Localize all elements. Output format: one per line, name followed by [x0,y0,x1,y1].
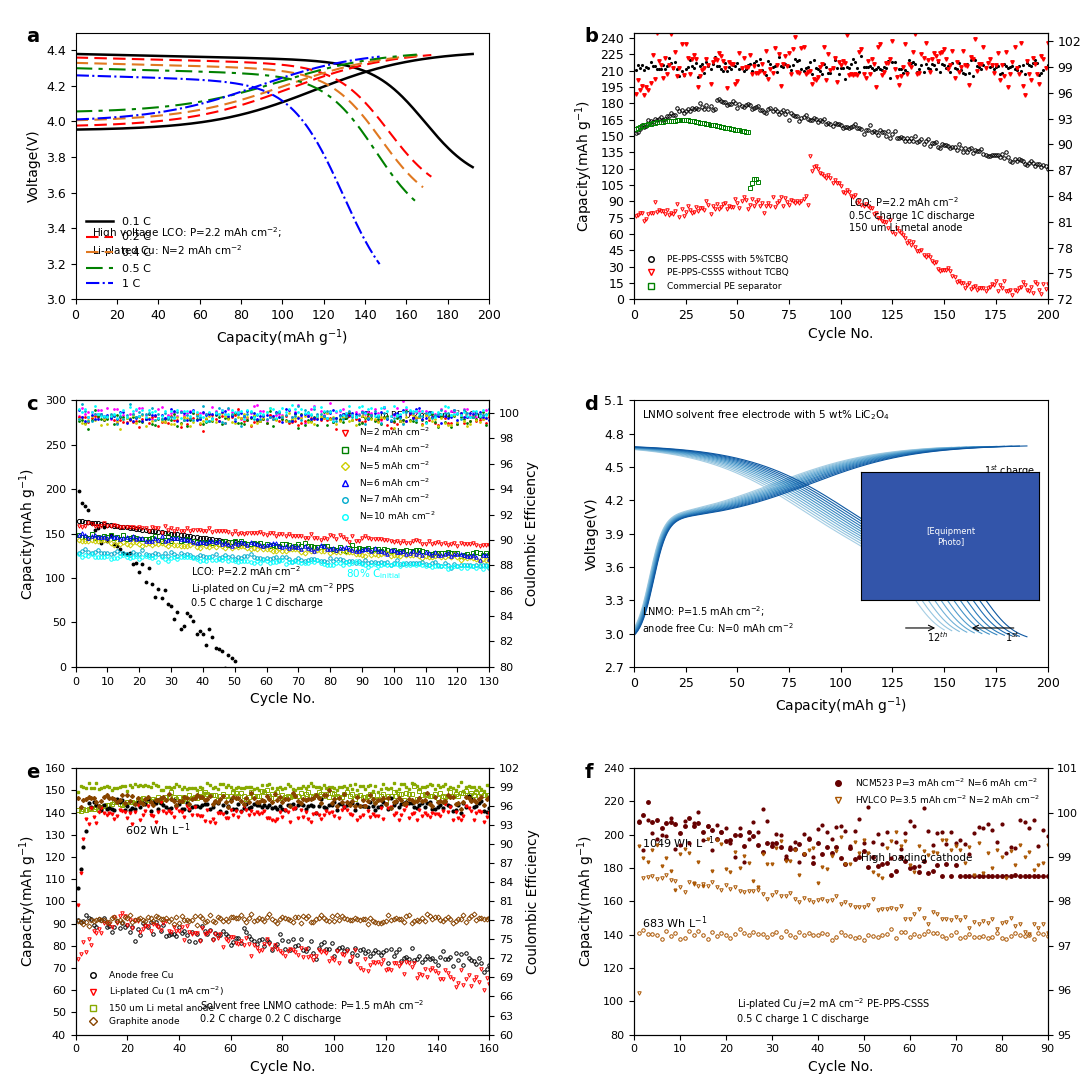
Text: b: b [584,27,598,47]
Text: LCO: P=2.2 mAh cm$^{-2}$
0.5C charge 1C discharge
150 um Li metal anode: LCO: P=2.2 mAh cm$^{-2}$ 0.5C charge 1C … [849,196,974,233]
Text: LCO: P=2.2 mAh cm$^{-2}$
Li-plated on Cu $j$=2 mA cm$^{-2}$ PPS
0.5 C charge 1 C: LCO: P=2.2 mAh cm$^{-2}$ Li-plated on Cu… [191,565,355,609]
Legend: 17 um PE 0.2mA cm$^{-2}$ 10h, N=2 mAh cm$^{-2}$, N=4 mAh cm$^{-2}$, N=5 mAh cm$^: 17 um PE 0.2mA cm$^{-2}$ 10h, N=2 mAh cm… [335,405,485,526]
Text: LNMO: P=1.5 mAh cm$^{-2}$;
anode free Cu: N=0 mAh cm$^{-2}$: LNMO: P=1.5 mAh cm$^{-2}$; anode free Cu… [643,604,794,635]
Text: a: a [26,27,39,47]
Y-axis label: Voltage(V): Voltage(V) [585,498,598,570]
Text: LNMO solvent free electrode with 5 wt% LiC$_2$O$_4$: LNMO solvent free electrode with 5 wt% L… [643,408,890,423]
Y-axis label: Capacity(mAh g$^{-1}$): Capacity(mAh g$^{-1}$) [17,467,39,600]
Y-axis label: Capacity(mAh g$^{-1}$): Capacity(mAh g$^{-1}$) [576,835,597,967]
Y-axis label: Coulombic Efficiency: Coulombic Efficiency [526,829,540,974]
Legend: 0.1 C, 0.2 C, 0.4 C, 0.5 C, 1 C: 0.1 C, 0.2 C, 0.4 C, 0.5 C, 1 C [81,212,156,294]
X-axis label: Cycle No.: Cycle No. [808,328,874,342]
Text: Solvent free LNMO cathode: P=1.5 mAh cm$^{-2}$
0.2 C charge 0.2 C discharge: Solvent free LNMO cathode: P=1.5 mAh cm$… [200,999,424,1024]
X-axis label: Capacity(mAh g$^{-1}$): Capacity(mAh g$^{-1}$) [216,328,349,348]
Text: 602 Wh L$^{-1}$: 602 Wh L$^{-1}$ [125,821,191,839]
Y-axis label: Voltage(V): Voltage(V) [26,130,40,203]
Text: $12^{th}$: $12^{th}$ [928,631,948,645]
Text: High voltage LCO: P=2.2 mAh cm$^{-2}$;
Li-plated Cu: N=2 mAh cm$^{-2}$: High voltage LCO: P=2.2 mAh cm$^{-2}$; L… [92,225,282,259]
Text: f: f [584,762,593,782]
Text: e: e [26,762,39,782]
X-axis label: Cycle No.: Cycle No. [249,693,315,706]
Text: c: c [26,395,38,414]
Text: 80% C$_\mathregular{initial}$: 80% C$_\mathregular{initial}$ [346,567,401,580]
Legend: Anode free Cu, Li-plated Cu (1 mA cm$^{-2}$), 150 um Li metal anode, Graphite an: Anode free Cu, Li-plated Cu (1 mA cm$^{-… [80,968,228,1030]
Text: $1^{st}$: $1^{st}$ [1005,631,1020,645]
Text: High loading cathode: High loading cathode [862,854,973,864]
Text: 683 Wh L$^{-1}$: 683 Wh L$^{-1}$ [643,915,707,931]
Legend: NCM523 P=3 mAh cm$^{-2}$ N=6 mAh cm$^{-2}$, HVLCO P=3.5 mAh cm$^{-2}$ N=2 mAh cm: NCM523 P=3 mAh cm$^{-2}$ N=6 mAh cm$^{-2… [826,772,1043,809]
X-axis label: Capacity(mAh g$^{-1}$): Capacity(mAh g$^{-1}$) [774,695,907,717]
Y-axis label: Capacity(mAh g$^{-1}$): Capacity(mAh g$^{-1}$) [17,835,39,967]
Y-axis label: Capacity(mAh g$^{-1}$): Capacity(mAh g$^{-1}$) [573,100,595,232]
X-axis label: Cycle No.: Cycle No. [808,1060,874,1074]
Y-axis label: Coulombic Efficiency: Coulombic Efficiency [526,461,540,607]
Text: $1^{st}$ charge: $1^{st}$ charge [984,463,1036,479]
Text: Li-plated Cu $j$=2 mA cm$^{-2}$ PE-PPS-CSSS
0.5 C charge 1 C discharge: Li-plated Cu $j$=2 mA cm$^{-2}$ PE-PPS-C… [738,996,931,1024]
Legend: PE-PPS-CSSS with 5%TCBQ, PE-PPS-CSSS without TCBQ, Commercial PE separator: PE-PPS-CSSS with 5%TCBQ, PE-PPS-CSSS wit… [638,252,793,295]
Text: d: d [584,395,598,414]
X-axis label: Cycle No.: Cycle No. [249,1060,315,1074]
Text: 1049 Wh L$^{-1}$: 1049 Wh L$^{-1}$ [643,835,715,852]
